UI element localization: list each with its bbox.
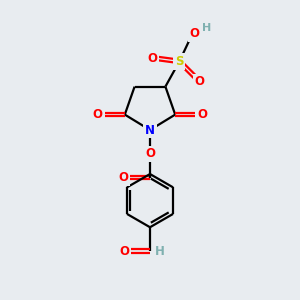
- Text: O: O: [147, 52, 158, 65]
- Text: O: O: [93, 108, 103, 121]
- Text: H: H: [155, 244, 165, 257]
- Text: O: O: [195, 75, 205, 88]
- Text: O: O: [190, 27, 200, 40]
- Text: N: N: [145, 124, 155, 136]
- Text: O: O: [145, 147, 155, 160]
- Text: S: S: [175, 55, 184, 68]
- Text: H: H: [202, 22, 211, 33]
- Text: O: O: [119, 244, 129, 257]
- Text: O: O: [118, 171, 128, 184]
- Text: O: O: [197, 108, 207, 121]
